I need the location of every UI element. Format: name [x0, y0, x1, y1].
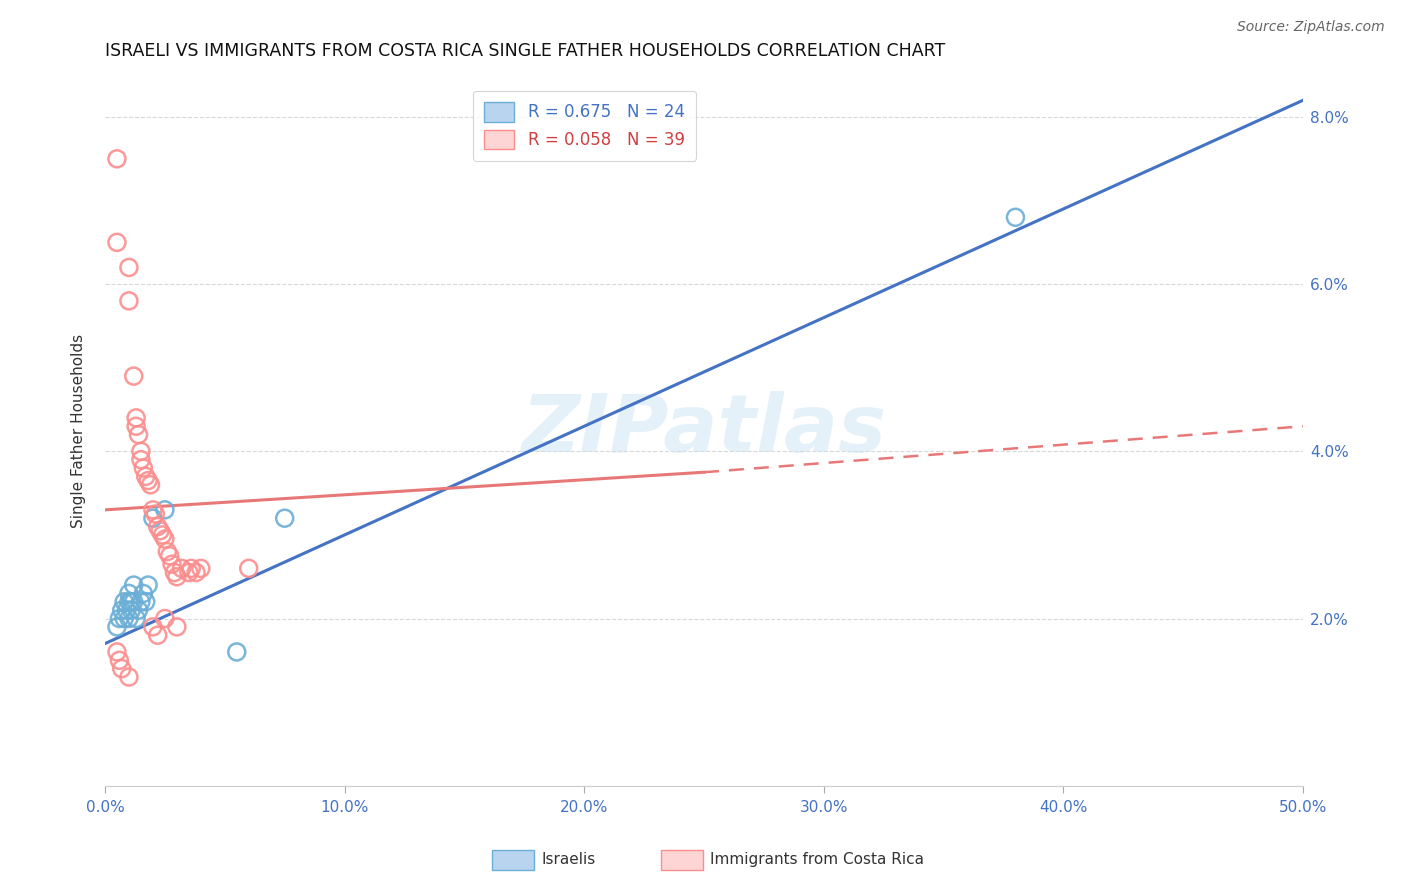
Point	[111, 603, 134, 617]
Point	[139, 477, 162, 491]
Legend: R = 0.675   N = 24, R = 0.058   N = 39: R = 0.675 N = 24, R = 0.058 N = 39	[472, 91, 696, 161]
Point	[146, 628, 169, 642]
Point	[122, 578, 145, 592]
Point	[163, 566, 186, 580]
Point	[177, 566, 200, 580]
Point	[238, 561, 260, 575]
Point	[135, 469, 157, 483]
Text: ISRAELI VS IMMIGRANTS FROM COSTA RICA SINGLE FATHER HOUSEHOLDS CORRELATION CHART: ISRAELI VS IMMIGRANTS FROM COSTA RICA SI…	[105, 42, 945, 60]
Point	[1004, 211, 1026, 225]
Point	[120, 603, 142, 617]
Point	[118, 260, 141, 275]
Text: Source: ZipAtlas.com: Source: ZipAtlas.com	[1237, 20, 1385, 34]
Point	[153, 532, 176, 546]
Point	[136, 578, 159, 592]
Point	[108, 611, 131, 625]
Point	[128, 427, 150, 442]
Point	[152, 528, 174, 542]
Point	[146, 519, 169, 533]
Point	[166, 570, 188, 584]
Point	[118, 611, 141, 625]
Point	[136, 474, 159, 488]
Point	[129, 595, 152, 609]
Point	[125, 419, 148, 434]
Point	[129, 444, 152, 458]
Point	[149, 524, 172, 538]
Point	[129, 452, 152, 467]
Text: Immigrants from Costa Rica: Immigrants from Costa Rica	[710, 853, 924, 867]
Point	[135, 595, 157, 609]
Point	[156, 544, 179, 558]
Point	[142, 511, 165, 525]
Point	[125, 410, 148, 425]
Point	[225, 645, 247, 659]
Point	[111, 662, 134, 676]
Y-axis label: Single Father Households: Single Father Households	[72, 334, 86, 527]
Point	[153, 611, 176, 625]
Point	[132, 461, 155, 475]
Point	[153, 503, 176, 517]
Point	[108, 653, 131, 667]
Point	[142, 503, 165, 517]
Point	[132, 586, 155, 600]
Point	[128, 603, 150, 617]
Text: ZIPatlas: ZIPatlas	[522, 392, 887, 469]
Point	[180, 561, 202, 575]
Point	[105, 152, 128, 166]
Point	[159, 549, 181, 563]
Point	[118, 595, 141, 609]
Point	[142, 620, 165, 634]
Point	[184, 566, 207, 580]
Point	[112, 611, 135, 625]
Point	[125, 611, 148, 625]
Point	[122, 369, 145, 384]
Point	[122, 595, 145, 609]
Point	[143, 507, 166, 521]
Point	[160, 557, 183, 571]
Point	[118, 670, 141, 684]
Point	[105, 620, 128, 634]
Text: Israelis: Israelis	[541, 853, 596, 867]
Point	[105, 645, 128, 659]
Point	[190, 561, 212, 575]
Point	[115, 603, 138, 617]
Point	[105, 235, 128, 250]
Point	[118, 586, 141, 600]
Point	[118, 293, 141, 308]
Point	[120, 595, 142, 609]
Point	[166, 620, 188, 634]
Point	[112, 595, 135, 609]
Point	[273, 511, 295, 525]
Point	[170, 561, 193, 575]
